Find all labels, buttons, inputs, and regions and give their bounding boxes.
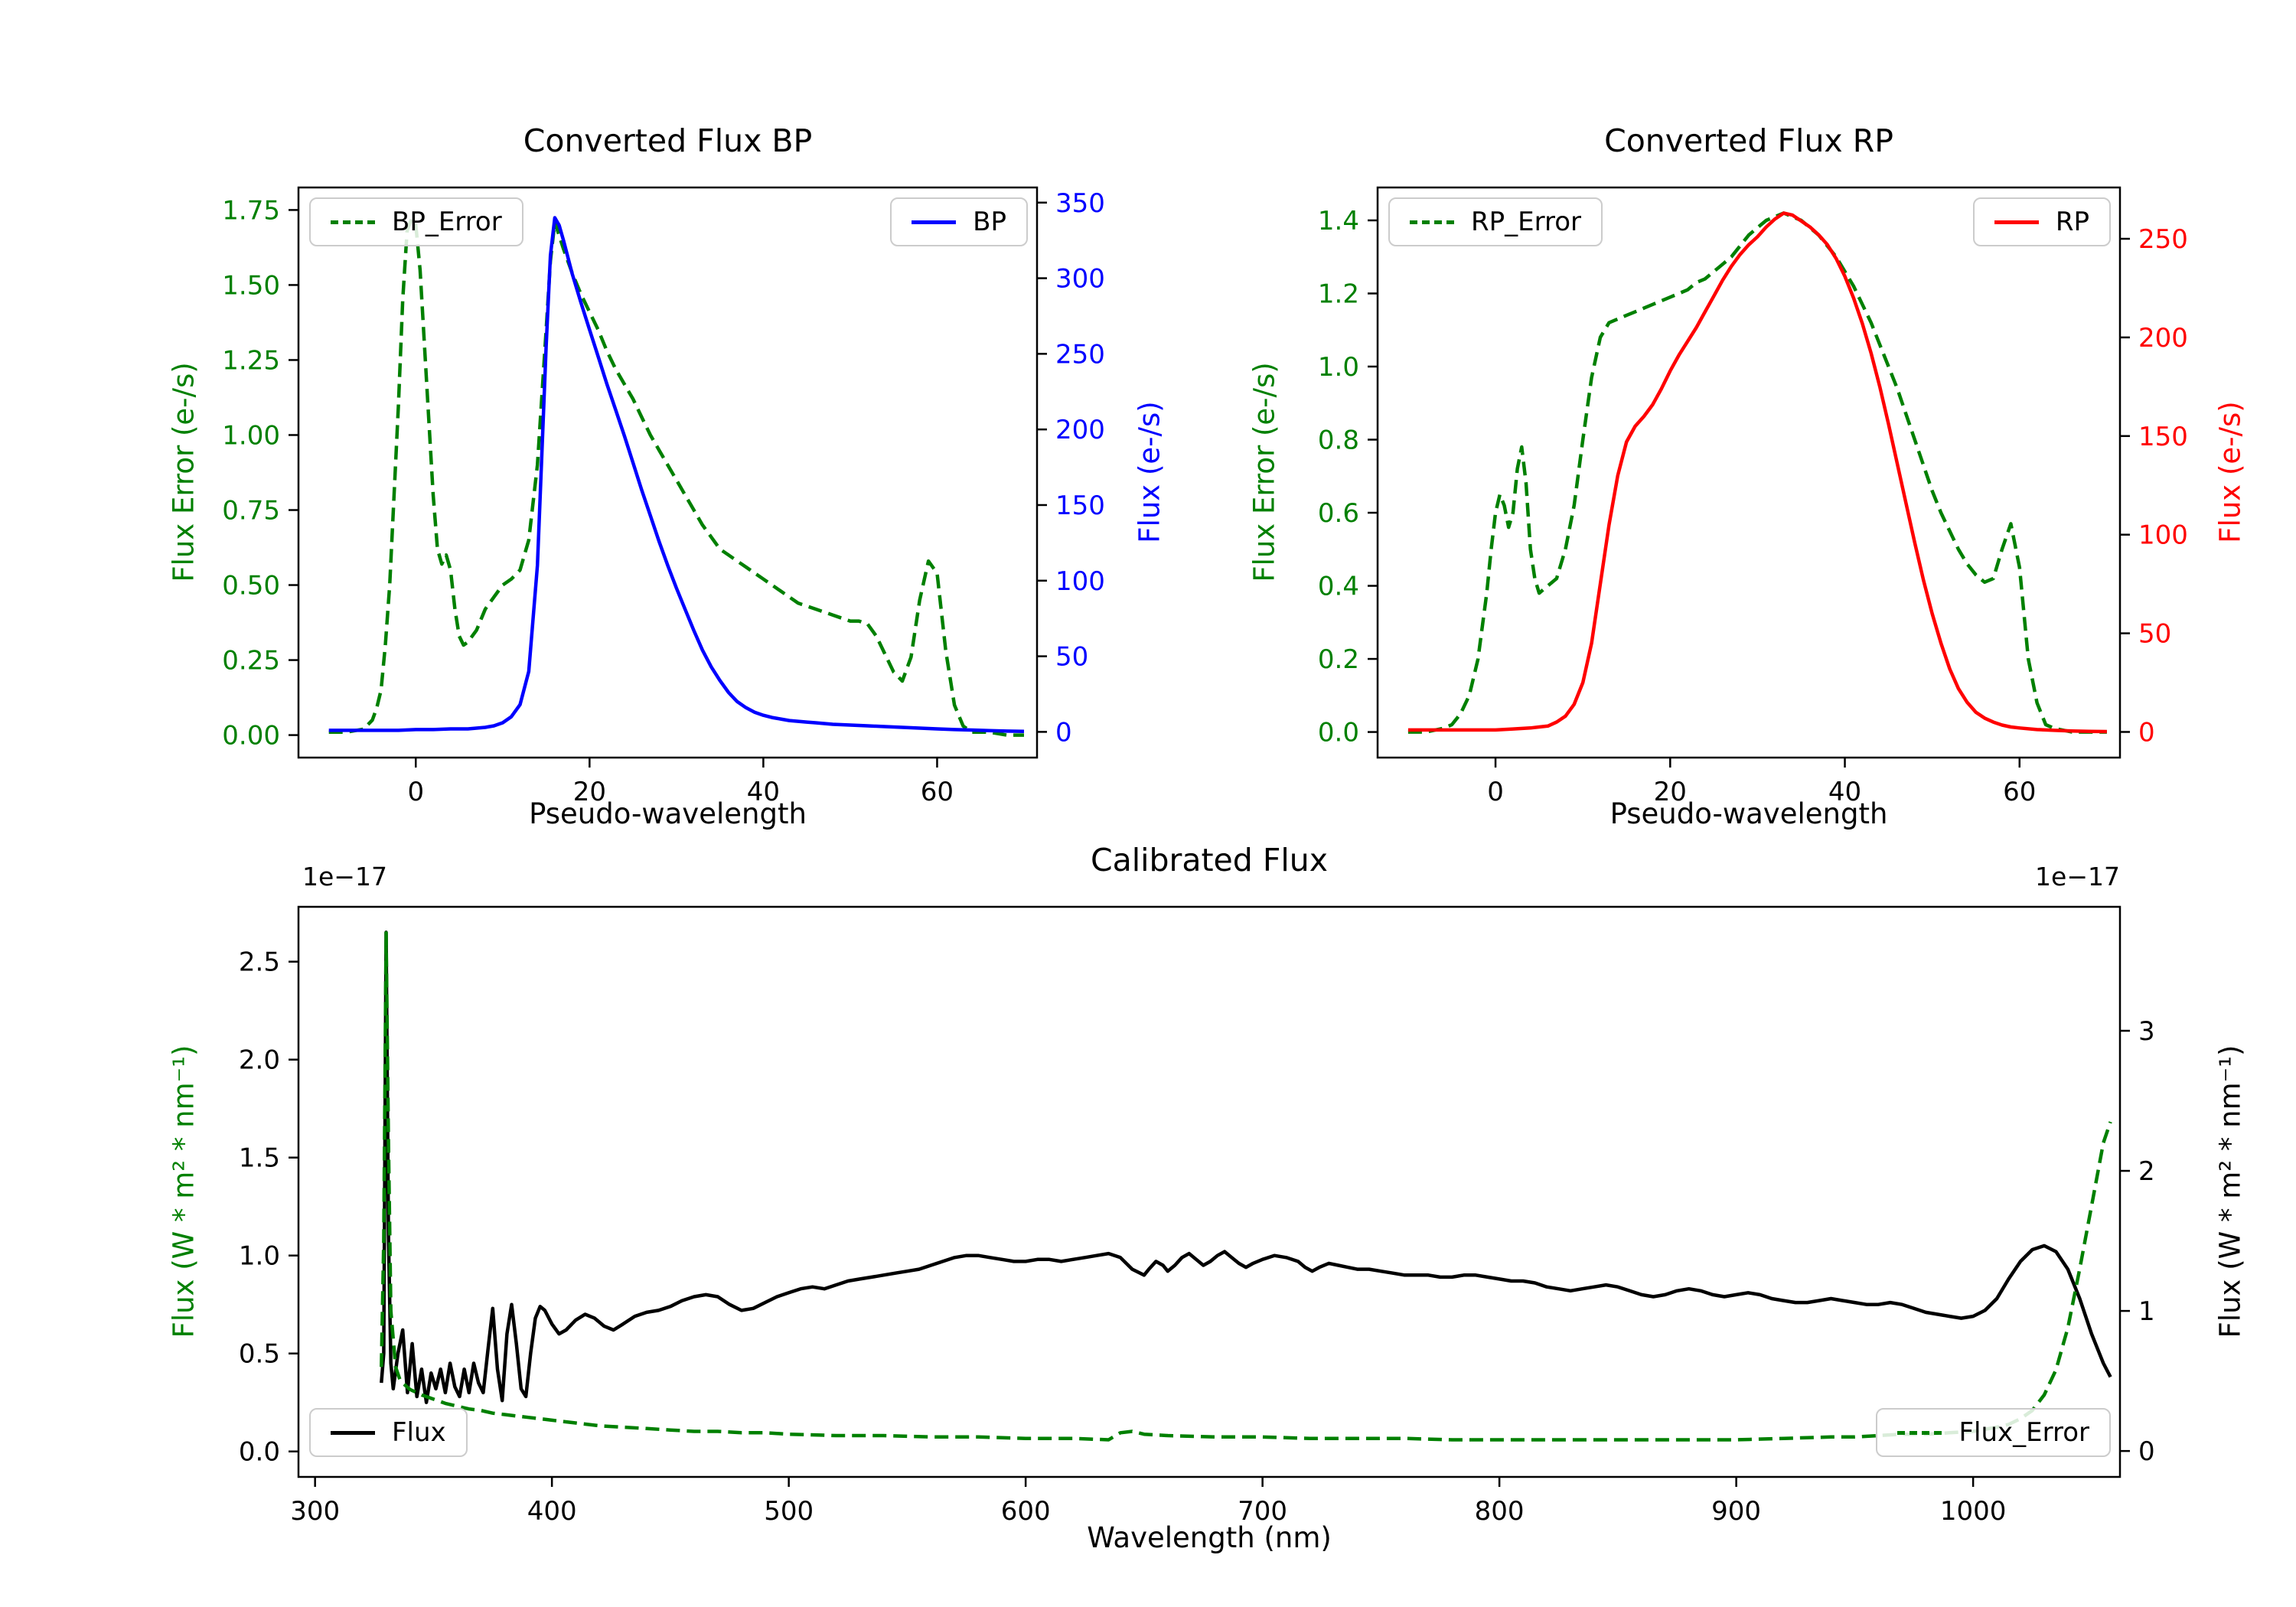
- y-tick-label-left: 1.0: [239, 1241, 280, 1272]
- x-tick-label: 900: [1711, 1496, 1761, 1527]
- y-tick-label-left: 0.4: [1318, 572, 1359, 602]
- y-tick-label-right: 0: [2138, 717, 2155, 748]
- legend-label: Flux: [392, 1417, 446, 1448]
- calibrated-left-yaxis-label: Flux (W * m² * nm⁻¹): [167, 1045, 201, 1338]
- y-tick-label-left: 0.25: [222, 646, 280, 676]
- y-tick-label-left: 1.25: [222, 345, 280, 376]
- y-tick-label-left: 1.00: [222, 420, 280, 451]
- legend-label: BP_Error: [392, 207, 502, 237]
- y-tick-label-right: 0: [2138, 1436, 2155, 1467]
- series-Flux_Error: [380, 931, 2112, 1442]
- y-tick-label-right: 300: [1055, 264, 1105, 295]
- left-axis-offset-text: 1e−17: [302, 862, 387, 892]
- x-tick-label: 20: [1654, 777, 1687, 807]
- legend-label: RP: [2055, 207, 2089, 237]
- series-RP: [1407, 211, 2107, 734]
- y-tick-label-left: 0.8: [1318, 425, 1359, 456]
- rp-right-yaxis-label: Flux (e-/s): [2213, 401, 2247, 543]
- legend-bp: BP: [890, 197, 1028, 246]
- legend-flux-error: Flux_Error: [1876, 1408, 2111, 1457]
- legend-rp-error: RP_Error: [1388, 197, 1603, 246]
- y-tick-label-right: 100: [2138, 520, 2188, 551]
- calibrated-right-yaxis-label: Flux (W * m² * nm⁻¹): [2213, 1045, 2247, 1338]
- legend-bp-error: BP_Error: [309, 197, 523, 246]
- x-tick-label: 700: [1238, 1496, 1287, 1527]
- y-tick-label-right: 250: [2138, 224, 2188, 255]
- legend-label: RP_Error: [1471, 207, 1582, 237]
- bp-left-yaxis-label: Flux Error (e-/s): [167, 362, 201, 582]
- x-tick-label: 60: [2003, 777, 2036, 807]
- y-tick-label-right: 150: [2138, 422, 2188, 452]
- y-tick-label-right: 200: [2138, 323, 2188, 354]
- y-tick-label-left: 1.2: [1318, 279, 1359, 309]
- rp-chart-title: Converted Flux RP: [1604, 122, 1893, 159]
- plot-frame: [297, 186, 1039, 759]
- legend-sample-solid-line: [912, 220, 957, 224]
- plot-frame: [1376, 186, 2122, 759]
- y-tick-label-right: 350: [1055, 188, 1105, 219]
- bp-xaxis-label: Pseudo-wavelength: [529, 797, 807, 830]
- calibrated-chart-title: Calibrated Flux: [1090, 842, 1329, 878]
- x-tick-label: 500: [764, 1496, 814, 1527]
- x-tick-label: 0: [407, 777, 424, 807]
- legend-sample-solid-line: [1994, 220, 2039, 224]
- series-Flux: [380, 931, 2112, 1404]
- x-tick-label: 800: [1475, 1496, 1525, 1527]
- y-tick-label-right: 2: [2138, 1156, 2155, 1187]
- y-tick-label-right: 100: [1055, 566, 1105, 597]
- y-tick-label-left: 1.0: [1318, 352, 1359, 383]
- y-tick-label-left: 2.5: [239, 947, 280, 978]
- legend-sample-dashed-line: [1897, 1430, 1942, 1435]
- y-tick-label-right: 50: [1055, 642, 1088, 673]
- x-tick-label: 600: [1001, 1496, 1051, 1527]
- y-tick-label-right: 50: [2138, 619, 2171, 650]
- x-tick-label: 20: [573, 777, 606, 807]
- x-tick-label: 300: [290, 1496, 340, 1527]
- y-tick-label-left: 0.75: [222, 496, 280, 526]
- calibrated-xaxis-label: Wavelength (nm): [1087, 1521, 1332, 1554]
- x-tick-label: 60: [921, 777, 954, 807]
- y-tick-label-left: 0.00: [222, 721, 280, 751]
- y-tick-label-left: 0.50: [222, 571, 280, 601]
- series-RP_Error: [1407, 211, 2107, 734]
- legend-label: Flux_Error: [1958, 1417, 2089, 1448]
- rp-xaxis-label: Pseudo-wavelength: [1609, 797, 1888, 830]
- x-tick-label: 400: [527, 1496, 577, 1527]
- y-tick-label-right: 0: [1055, 717, 1072, 748]
- right-axis-offset-text: 1e−17: [2035, 862, 2120, 892]
- plot-frame: [297, 905, 2122, 1478]
- y-tick-label-left: 0.0: [239, 1437, 280, 1468]
- y-tick-label-left: 2.0: [239, 1045, 280, 1076]
- y-tick-label-left: 0.6: [1318, 498, 1359, 529]
- y-tick-label-left: 1.4: [1318, 206, 1359, 236]
- x-tick-label: 40: [747, 777, 780, 807]
- y-tick-label-right: 250: [1055, 339, 1105, 370]
- legend-flux: Flux: [309, 1408, 468, 1457]
- y-tick-label-right: 150: [1055, 491, 1105, 521]
- y-tick-label-right: 3: [2138, 1016, 2155, 1047]
- rp-left-yaxis-label: Flux Error (e-/s): [1247, 362, 1281, 582]
- series-BP: [328, 216, 1025, 734]
- y-tick-label-left: 1.5: [239, 1143, 280, 1174]
- y-tick-label-left: 1.75: [222, 195, 280, 226]
- y-tick-label-left: 0.2: [1318, 644, 1359, 675]
- legend-label: BP: [973, 207, 1006, 237]
- series-BP_Error: [328, 217, 1024, 737]
- legend-sample-dashed-line: [1410, 220, 1454, 224]
- y-tick-label-left: 0.0: [1318, 718, 1359, 748]
- bp-chart-title: Converted Flux BP: [523, 122, 813, 159]
- y-tick-label-right: 1: [2138, 1296, 2155, 1327]
- y-tick-label-right: 200: [1055, 415, 1105, 445]
- y-tick-label-left: 0.5: [239, 1339, 280, 1370]
- x-tick-label: 0: [1487, 777, 1504, 807]
- legend-sample-dashed-line: [331, 220, 375, 224]
- legend-sample-solid-line: [331, 1430, 375, 1435]
- x-tick-label: 1000: [1940, 1496, 2007, 1527]
- x-tick-label: 40: [1828, 777, 1861, 807]
- legend-rp: RP: [1972, 197, 2111, 246]
- y-tick-label-left: 1.50: [222, 270, 280, 301]
- bp-right-yaxis-label: Flux (e-/s): [1133, 401, 1166, 543]
